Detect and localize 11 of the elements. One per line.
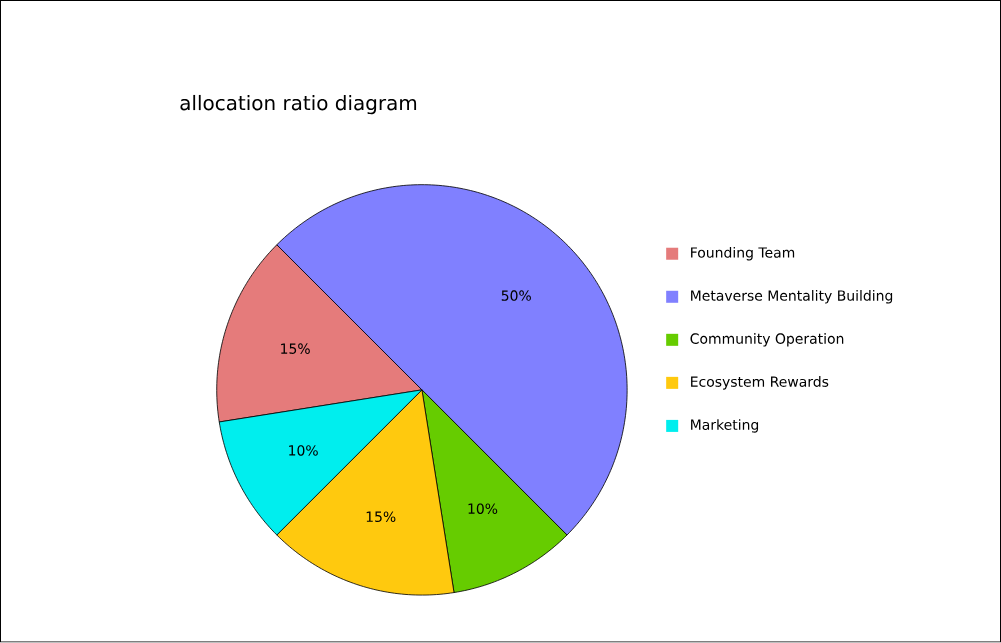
legend-label: Ecosystem Rewards bbox=[691, 376, 829, 390]
data-label: 15% bbox=[281, 343, 310, 355]
data-label: 10% bbox=[289, 445, 318, 456]
legend-label: Metaverse Mentality Building bbox=[691, 290, 893, 304]
legend-label: Founding Team bbox=[691, 247, 795, 261]
data-label: 50% bbox=[501, 290, 531, 302]
data-label: 10% bbox=[468, 503, 498, 515]
legend-label: Community Operation bbox=[690, 333, 844, 347]
data-label: 15% bbox=[366, 511, 396, 523]
chart-title: allocation ratio diagram bbox=[180, 95, 417, 115]
legend-label: Marketing bbox=[691, 419, 759, 433]
